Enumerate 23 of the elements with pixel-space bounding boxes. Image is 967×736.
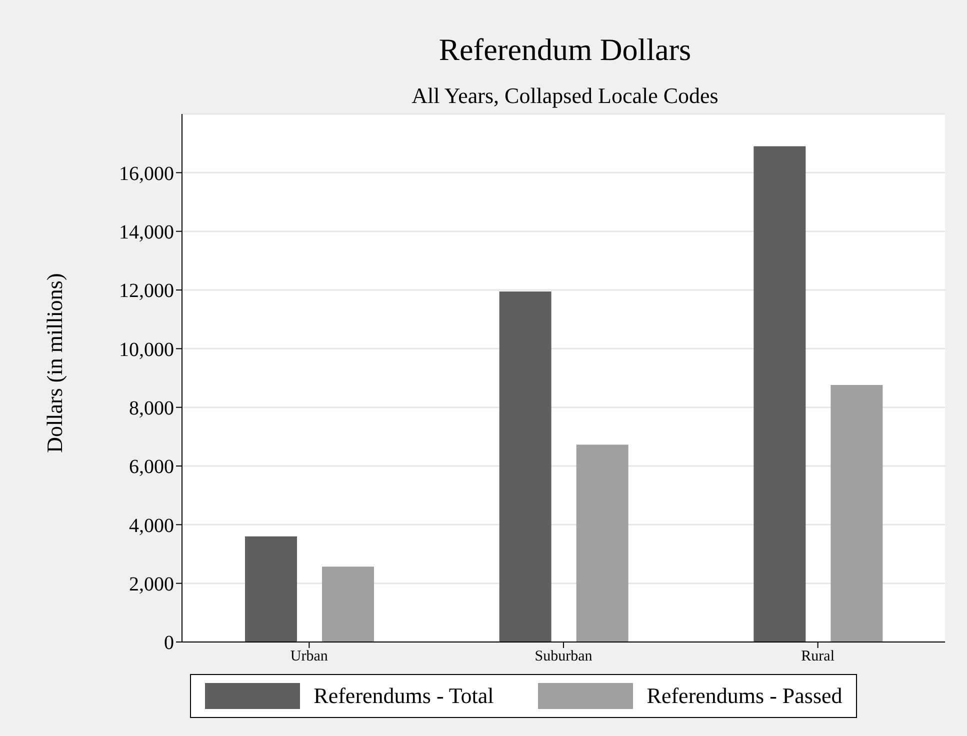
- y-tick-label: 12,000: [119, 280, 174, 302]
- legend-label: Referendums - Total: [314, 683, 494, 709]
- x-tick-label: Suburban: [534, 648, 593, 665]
- x-tick-label: Urban: [290, 648, 328, 665]
- bar: [322, 566, 374, 642]
- chart-subtitle: All Years, Collapsed Locale Codes: [410, 83, 720, 109]
- y-tick-label: 14,000: [119, 221, 174, 244]
- bar: [245, 536, 297, 642]
- chart-title: Referendum Dollars: [438, 32, 692, 68]
- y-tick-label: 0: [164, 632, 174, 654]
- legend-label: Referendums - Passed: [646, 683, 842, 709]
- bar: [830, 385, 883, 642]
- x-tick-label: Rural: [801, 648, 834, 665]
- bar: [576, 444, 628, 642]
- y-tick-label: 8,000: [129, 397, 174, 420]
- bar: [499, 291, 552, 642]
- y-tick-label: 6,000: [129, 456, 174, 478]
- y-tick-label: 4,000: [129, 514, 174, 537]
- bar: [754, 146, 806, 642]
- y-tick-label: 16,000: [119, 162, 174, 185]
- y-tick-label: 10,000: [119, 338, 174, 361]
- y-axis-title: Dollars (in millions): [42, 273, 68, 453]
- y-tick-label: 2,000: [129, 573, 174, 596]
